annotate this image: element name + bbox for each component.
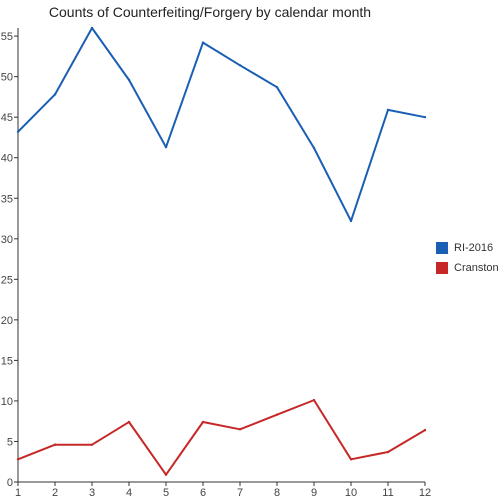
data-point-ri-2016 [53,93,57,96]
x-tick-label: 6 [200,487,206,499]
data-point-ri-2016 [275,85,279,89]
data-point-cranston [201,420,205,424]
y-tick-label: 5 [7,436,13,448]
x-tick-label: 2 [52,487,58,499]
x-tick-label: 10 [345,487,357,499]
data-point-cranston [349,458,353,461]
legend-label-cranston: Cranston [454,262,499,274]
data-point-ri-2016 [386,108,390,112]
data-point-ri-2016 [238,64,242,67]
x-tick-label: 3 [89,487,95,499]
data-point-cranston [53,443,57,446]
data-point-ri-2016 [201,41,205,44]
series-line-ri-2016 [17,27,426,222]
y-tick-label: 45 [1,112,13,124]
y-tick-label: 30 [1,234,13,246]
legend-item-cranston: Cranston [436,258,499,278]
data-point-cranston [16,458,20,461]
x-tick-label: 9 [311,487,317,499]
x-tick-label: 8 [274,487,280,499]
y-tick-label: 35 [1,193,13,205]
data-point-ri-2016 [423,115,427,119]
data-point-ri-2016 [127,78,131,82]
y-tick-label: 0 [7,477,13,489]
data-point-ri-2016 [164,145,168,149]
x-tick-label: 11 [382,487,393,499]
legend-label-ri-2016: RI-2016 [454,242,494,254]
legend: RI-2016 Cranston [436,238,499,278]
legend-swatch-ri-2016 [436,242,448,254]
x-tick-label: 4 [126,487,132,499]
y-tick-label: 25 [1,274,13,286]
x-tick-label: 12 [419,487,431,499]
data-point-cranston [275,413,279,416]
y-tick-label: 10 [1,396,13,408]
series-line-cranston [17,399,426,476]
data-point-cranston [423,428,427,432]
data-point-cranston [164,473,168,476]
data-point-ri-2016 [312,146,316,150]
y-tick-label: 15 [1,355,13,367]
x-tick-label: 7 [237,487,243,499]
y-tick-label: 40 [1,153,13,165]
chart-title: Counts of Counterfeiting/Forgery by cale… [48,4,372,20]
data-point-ri-2016 [349,219,353,223]
y-tick-label: 50 [1,72,13,84]
data-point-cranston [386,450,390,454]
data-point-cranston [238,428,242,431]
x-tick-label: 1 [15,487,21,499]
data-point-cranston [312,398,316,402]
data-point-cranston [90,443,94,446]
y-tick-label: 20 [1,315,13,327]
data-point-ri-2016 [90,26,94,30]
x-tick-label: 5 [163,487,169,499]
legend-item-ri-2016: RI-2016 [436,238,499,258]
data-point-ri-2016 [16,130,20,133]
data-point-cranston [127,420,131,424]
y-tick-label: 55 [1,31,13,43]
legend-swatch-cranston [436,262,448,274]
